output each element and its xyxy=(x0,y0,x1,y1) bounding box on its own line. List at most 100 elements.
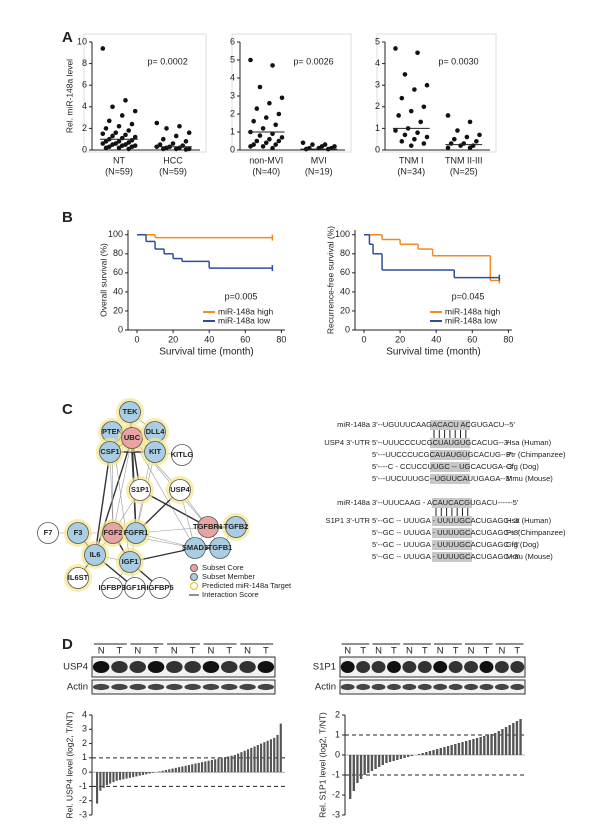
node-label: IGF1 xyxy=(122,557,139,566)
bar xyxy=(230,755,233,773)
seed-highlight xyxy=(432,516,472,526)
dot xyxy=(103,139,109,144)
bar xyxy=(432,750,435,755)
bar xyxy=(276,735,279,773)
node-label: TGFB2 xyxy=(224,522,249,531)
x-tick-label: 80 xyxy=(276,334,286,344)
bar xyxy=(204,761,207,773)
bar xyxy=(132,772,135,778)
bar xyxy=(187,765,190,773)
mirna-label: miR-148a xyxy=(337,420,371,429)
y-axis-label: Rel. S1P1 level (log2, T/NT) xyxy=(317,712,327,818)
blot-label: Actin xyxy=(67,682,88,693)
dot xyxy=(267,100,272,106)
node-label: IGFBP5 xyxy=(146,583,173,592)
bar xyxy=(370,755,374,771)
blot-band xyxy=(340,683,355,691)
bar xyxy=(486,735,490,755)
category-label: TNM II-III xyxy=(445,155,483,165)
dot xyxy=(157,142,163,147)
bar xyxy=(417,754,421,755)
utr-seq: 5'---UUCUUUGC--UGUUCAUUGAGA--3' xyxy=(372,474,512,483)
p-value: p= 0.0026 xyxy=(293,56,333,66)
blot-band xyxy=(340,661,355,673)
seed-highlight xyxy=(432,540,472,550)
mirna-seq: 3'--UGUUUCAAGACACU ACGUGACU--5' xyxy=(372,420,516,429)
dot xyxy=(129,144,135,150)
network-node xyxy=(101,577,123,599)
lane-label: N xyxy=(98,646,105,657)
bar xyxy=(168,769,171,773)
blot-band xyxy=(448,683,463,691)
p-value: p= 0.0030 xyxy=(438,56,478,66)
utr-seq: 5'---UUCCCUCGCAUAUGUGCACUG--3' xyxy=(372,450,512,459)
panel-letter: A xyxy=(62,29,73,46)
node-label: SMAD3 xyxy=(182,543,208,552)
blot-band xyxy=(111,683,128,691)
blot-band xyxy=(239,661,256,673)
node-label: DLL4 xyxy=(146,427,166,436)
group-size: (N=34) xyxy=(397,166,425,176)
bar xyxy=(359,755,363,779)
dot xyxy=(267,136,272,142)
node-label: TGFB1 xyxy=(208,543,233,552)
dot xyxy=(103,126,109,131)
dot xyxy=(113,130,119,136)
bar xyxy=(425,752,428,755)
bar xyxy=(122,772,125,780)
bar xyxy=(403,755,406,758)
y-tick-label: 1 xyxy=(335,729,340,739)
bar xyxy=(465,741,468,755)
blot-band xyxy=(257,683,275,691)
bar xyxy=(118,772,122,780)
species: Mmu (Mouse) xyxy=(506,474,553,483)
legend-label: Subset Core xyxy=(202,563,244,572)
y-tick-label: 20 xyxy=(113,305,123,315)
dot xyxy=(421,141,427,146)
dot xyxy=(458,143,463,148)
blot-band xyxy=(494,683,509,691)
dot xyxy=(100,131,106,137)
y-tick-label: 2 xyxy=(230,108,235,118)
lane-label: N xyxy=(498,646,505,657)
bar xyxy=(223,757,227,773)
blot-band xyxy=(371,661,386,673)
x-tick-label: 60 xyxy=(467,334,477,344)
seed-highlight xyxy=(430,420,470,430)
x-axis-label: Survival time (month) xyxy=(159,347,253,358)
dot xyxy=(260,126,266,131)
dot xyxy=(279,95,285,101)
y-tick-label: -3 xyxy=(332,809,340,819)
bar xyxy=(96,772,99,804)
dot xyxy=(310,142,315,147)
species: Cfg (Dog) xyxy=(506,462,539,471)
bar xyxy=(253,746,256,773)
dot xyxy=(106,118,112,124)
y-tick-label: 1 xyxy=(82,752,87,762)
node-label: TEK xyxy=(123,407,139,416)
x-tick-label: 0 xyxy=(362,334,367,344)
dot xyxy=(248,57,253,63)
blot-band xyxy=(202,683,220,691)
dot xyxy=(408,143,414,148)
category-label: HCC xyxy=(163,155,183,165)
bar xyxy=(399,755,403,759)
bar xyxy=(356,755,359,783)
dot xyxy=(424,82,430,88)
bar xyxy=(256,745,259,773)
dot xyxy=(160,136,166,142)
bar xyxy=(171,768,174,773)
panel-letter: B xyxy=(62,209,73,226)
node-label: IGFBP3 xyxy=(98,583,125,592)
bar xyxy=(145,772,148,775)
network-node xyxy=(125,522,147,544)
p-value: p=0.045 xyxy=(452,291,485,301)
dot xyxy=(132,108,138,114)
seed-highlight xyxy=(432,498,472,508)
y-tick-label: 0 xyxy=(375,144,380,154)
blot-band xyxy=(510,661,525,673)
category-label: non-MVI xyxy=(249,155,283,165)
blot-band xyxy=(184,683,201,691)
dot xyxy=(100,141,106,146)
